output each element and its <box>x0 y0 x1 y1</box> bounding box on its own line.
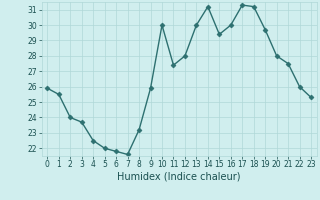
X-axis label: Humidex (Indice chaleur): Humidex (Indice chaleur) <box>117 172 241 182</box>
